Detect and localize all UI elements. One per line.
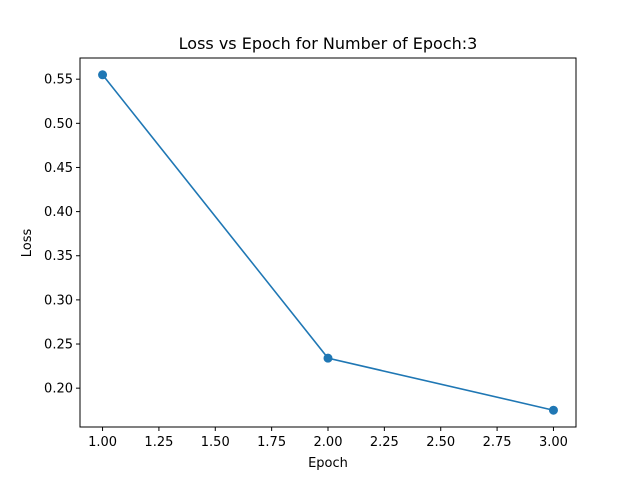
x-tick-label: 1.00 <box>88 435 117 450</box>
plot-area-frame <box>79 57 577 428</box>
x-tick-label: 2.75 <box>483 435 512 450</box>
x-axis-label: Epoch <box>308 456 348 471</box>
x-tick-label: 3.00 <box>539 435 568 450</box>
x-tick-label: 1.50 <box>201 435 230 450</box>
y-tick-label: 0.35 <box>44 249 73 264</box>
data-point <box>98 70 108 80</box>
y-tick-label: 0.55 <box>44 73 73 88</box>
x-tick-label: 2.00 <box>314 435 343 450</box>
axis-ticks: 1.00 1.25 1.50 1.75 2.00 2.25 2.50 2.75 3.00 0.20… <box>44 73 568 450</box>
y-tick-label: 0.40 <box>44 205 73 220</box>
x-tick-label: 1.25 <box>144 435 173 450</box>
data-point <box>548 405 558 415</box>
x-tick-label: 2.25 <box>370 435 399 450</box>
y-axis-label: Loss <box>20 229 35 258</box>
y-tick-label: 0.50 <box>44 117 73 132</box>
x-tick-label: 2.50 <box>426 435 455 450</box>
x-tick-label: 1.75 <box>257 435 286 450</box>
series-points <box>98 70 558 415</box>
y-tick-label: 0.45 <box>44 161 73 176</box>
y-tick-label: 0.30 <box>44 293 73 308</box>
data-point <box>323 353 333 363</box>
y-tick-label: 0.20 <box>44 382 73 397</box>
chart-title: Loss vs Epoch for Number of Epoch:3 <box>179 34 478 53</box>
y-tick-label: 0.25 <box>44 338 73 353</box>
